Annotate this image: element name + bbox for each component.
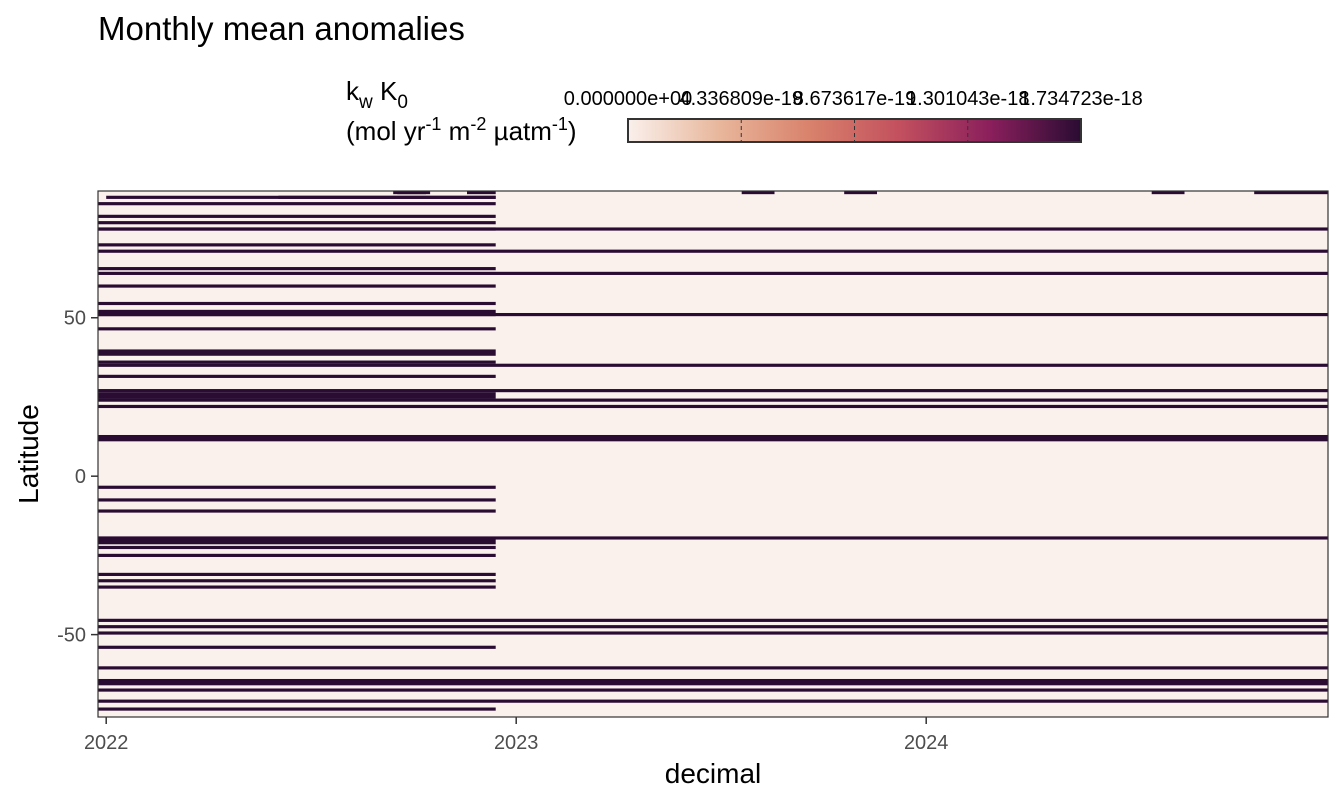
y-tick-label: -50 (57, 625, 86, 647)
heatmap-band (98, 618, 1328, 622)
chart-title: Monthly mean anomalies (98, 10, 465, 47)
x-axis: 2022 2023 2024 (84, 717, 949, 754)
colorbar-label: 1.734723e-18 (1019, 88, 1142, 110)
heatmap-band (98, 309, 496, 317)
heatmap-band (98, 625, 1328, 629)
heatmap-band (98, 214, 496, 218)
heatmap-bands (98, 191, 1328, 711)
colorbar-label: 1.301043e-18 (906, 88, 1029, 110)
heatmap-band (98, 688, 1328, 692)
heatmap-band (98, 678, 1328, 686)
heatmap-band (98, 221, 496, 225)
x-axis-title: decimal (665, 758, 761, 789)
heatmap-band (98, 404, 1328, 409)
heatmap-band (98, 699, 1328, 703)
heatmap-band (98, 363, 1328, 367)
heatmap-band (98, 312, 1328, 317)
x-tick-label: 2023 (494, 732, 539, 754)
heatmap-band (98, 553, 496, 557)
heatmap-band (1151, 191, 1185, 195)
heatmap-band (98, 707, 496, 711)
heatmap-band (98, 509, 496, 513)
y-axis-title: Latitude (13, 404, 44, 504)
x-tick-label: 2022 (84, 732, 129, 754)
heatmap-band (844, 191, 877, 195)
y-tick-label: 0 (75, 466, 86, 488)
colorbar-label: 0.000000e+00 (564, 88, 692, 110)
colorbar-labels: 0.000000e+004.336809e-198.673617e-191.30… (564, 88, 1143, 110)
heatmap-band (98, 536, 1328, 540)
heatmap-band (98, 243, 496, 247)
colorbar-ticks (740, 119, 969, 142)
heatmap-band (98, 360, 496, 364)
heatmap-band (98, 327, 496, 331)
heatmap-band (98, 585, 496, 589)
colorbar-label: 8.673617e-19 (793, 88, 916, 110)
y-axis: -50 0 50 (57, 308, 98, 647)
heatmap-band (98, 374, 496, 378)
legend: kw K0 (mol yr-1 m-2 µatm-1) 0.000000e+00… (346, 76, 1143, 146)
heatmap-band (98, 202, 496, 206)
heatmap-band (98, 271, 1328, 275)
heatmap-band (98, 631, 1328, 635)
heatmap-band (98, 284, 496, 288)
heatmap-band (98, 349, 496, 356)
heatmap-band (98, 645, 496, 649)
colorbar-label: 4.336809e-19 (680, 88, 803, 110)
y-tick-label: 50 (64, 308, 86, 330)
heatmap-band (98, 249, 1328, 253)
heatmap-band (98, 485, 496, 489)
heatmap-band (98, 545, 496, 550)
heatmap-band (1254, 191, 1328, 195)
heatmap-band (98, 227, 1328, 231)
panel-border (97, 190, 1329, 718)
heatmap-band (98, 267, 496, 271)
heatmap-band (98, 498, 496, 502)
heatmap-band (98, 579, 496, 583)
heatmap-band (98, 537, 496, 545)
heatmap-band (741, 191, 775, 195)
plot-panel (98, 191, 1328, 717)
heatmap-band (98, 572, 496, 576)
x-tick-label: 2024 (904, 732, 949, 754)
legend-title-line2: (mol yr-1 m-2 µatm-1) (346, 114, 577, 146)
heatmap-band (467, 191, 496, 195)
heatmap-band (98, 398, 1328, 402)
heatmap-band (397, 191, 431, 195)
heatmap-band (98, 301, 496, 306)
heatmap-band (98, 666, 1328, 670)
heatmap-band (98, 434, 1328, 442)
heatmap-band (278, 195, 496, 199)
heatmap-band (98, 389, 1328, 393)
heatmap-band (98, 392, 496, 399)
legend-title-line1: kw K0 (346, 76, 408, 113)
